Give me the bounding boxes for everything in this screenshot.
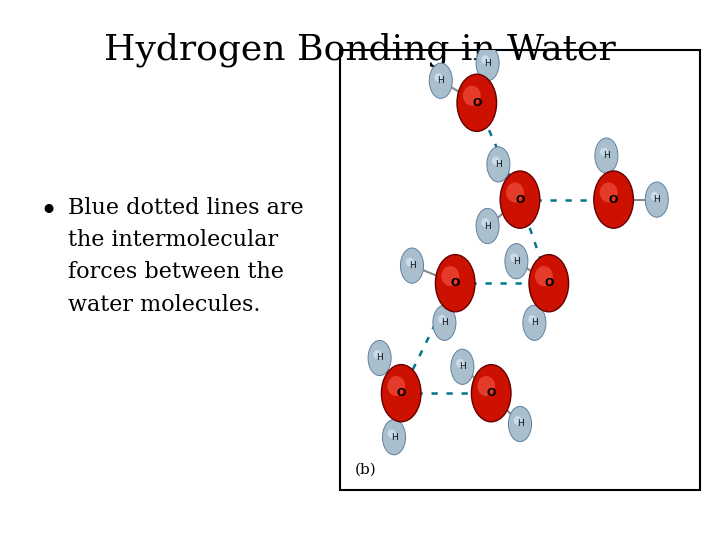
Text: H: H [377,354,383,362]
Ellipse shape [510,253,518,262]
Text: O: O [397,388,406,398]
Ellipse shape [594,171,634,228]
Ellipse shape [368,340,391,376]
Text: H: H [513,256,520,266]
Ellipse shape [405,258,414,266]
Ellipse shape [528,315,536,323]
Ellipse shape [529,254,569,312]
Text: H: H [531,318,538,327]
Text: •: • [40,197,58,226]
Ellipse shape [382,420,405,455]
Ellipse shape [477,376,495,396]
Ellipse shape [513,416,522,425]
Text: H: H [517,420,523,429]
Ellipse shape [481,218,490,227]
Ellipse shape [441,266,459,286]
Ellipse shape [429,63,452,98]
Ellipse shape [457,74,497,131]
Ellipse shape [382,364,421,422]
Text: H: H [654,195,660,204]
Ellipse shape [535,266,553,286]
Ellipse shape [463,86,481,106]
Text: H: H [438,76,444,85]
Ellipse shape [400,248,423,283]
Text: O: O [451,278,460,288]
Ellipse shape [436,254,475,312]
Ellipse shape [373,350,382,359]
Text: H: H [485,221,491,231]
Text: H: H [441,318,448,327]
Text: H: H [409,261,415,270]
Ellipse shape [595,138,618,173]
Ellipse shape [438,315,446,323]
Ellipse shape [506,183,524,202]
Ellipse shape [387,376,405,396]
Ellipse shape [476,45,499,81]
Text: H: H [485,59,491,68]
Ellipse shape [481,55,490,64]
Ellipse shape [600,183,618,202]
Ellipse shape [523,305,546,340]
Ellipse shape [650,192,659,200]
Text: (b): (b) [354,462,376,476]
Text: H: H [391,433,397,442]
Ellipse shape [508,407,531,442]
FancyBboxPatch shape [340,50,700,490]
Ellipse shape [645,182,668,217]
Text: H: H [459,362,466,372]
Ellipse shape [487,147,510,182]
Text: O: O [487,388,496,398]
Ellipse shape [476,208,499,244]
Ellipse shape [451,349,474,384]
Ellipse shape [500,171,540,228]
Ellipse shape [600,147,608,157]
Text: O: O [516,194,525,205]
Ellipse shape [456,359,464,368]
Text: H: H [603,151,610,160]
Ellipse shape [505,244,528,279]
Text: H: H [495,160,502,169]
Ellipse shape [433,305,456,340]
Text: Blue dotted lines are
the intermolecular
forces between the
water molecules.: Blue dotted lines are the intermolecular… [68,197,304,316]
Ellipse shape [387,429,396,438]
Ellipse shape [434,73,443,82]
Ellipse shape [492,157,500,165]
Ellipse shape [472,364,511,422]
Text: Hydrogen Bonding in Water: Hydrogen Bonding in Water [104,32,616,67]
Text: O: O [472,98,482,108]
Text: O: O [609,194,618,205]
Text: O: O [544,278,554,288]
